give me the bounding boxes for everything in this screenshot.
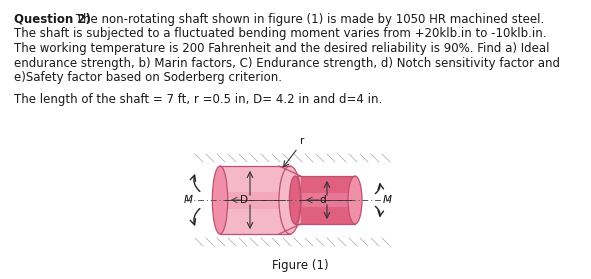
Text: Question 2): Question 2) (14, 13, 91, 26)
Ellipse shape (212, 166, 228, 234)
Text: d: d (319, 195, 326, 205)
Text: e)Safety factor based on Soderberg criterion.: e)Safety factor based on Soderberg crite… (14, 71, 282, 84)
Bar (220, 191, 290, 208)
Text: r: r (300, 136, 304, 146)
Bar (295, 193, 355, 207)
Text: endurance strength, b) Marin factors, C) Endurance strength, d) Notch sensitivit: endurance strength, b) Marin factors, C)… (14, 57, 560, 69)
Ellipse shape (279, 166, 301, 234)
Bar (220, 166, 290, 234)
Text: The working temperature is 200 Fahrenheit and the desired reliability is 90%. Fi: The working temperature is 200 Fahrenhei… (14, 42, 550, 55)
Text: The shaft is subjected to a fluctuated bending moment varies from +20klb.in to -: The shaft is subjected to a fluctuated b… (14, 28, 547, 40)
Text: Figure (1): Figure (1) (272, 259, 329, 272)
Bar (295, 176, 355, 224)
Ellipse shape (348, 176, 362, 224)
Text: D: D (240, 195, 248, 205)
Text: M: M (183, 195, 193, 205)
Polygon shape (279, 166, 301, 234)
Text: The non-rotating shaft shown in figure (1) is made by 1050 HR machined steel.: The non-rotating shaft shown in figure (… (72, 13, 544, 26)
Text: M: M (382, 195, 391, 205)
Ellipse shape (290, 176, 301, 224)
Text: The length of the shaft = 7 ft, r =0.5 in, D= 4.2 in and d=4 in.: The length of the shaft = 7 ft, r =0.5 i… (14, 93, 382, 107)
